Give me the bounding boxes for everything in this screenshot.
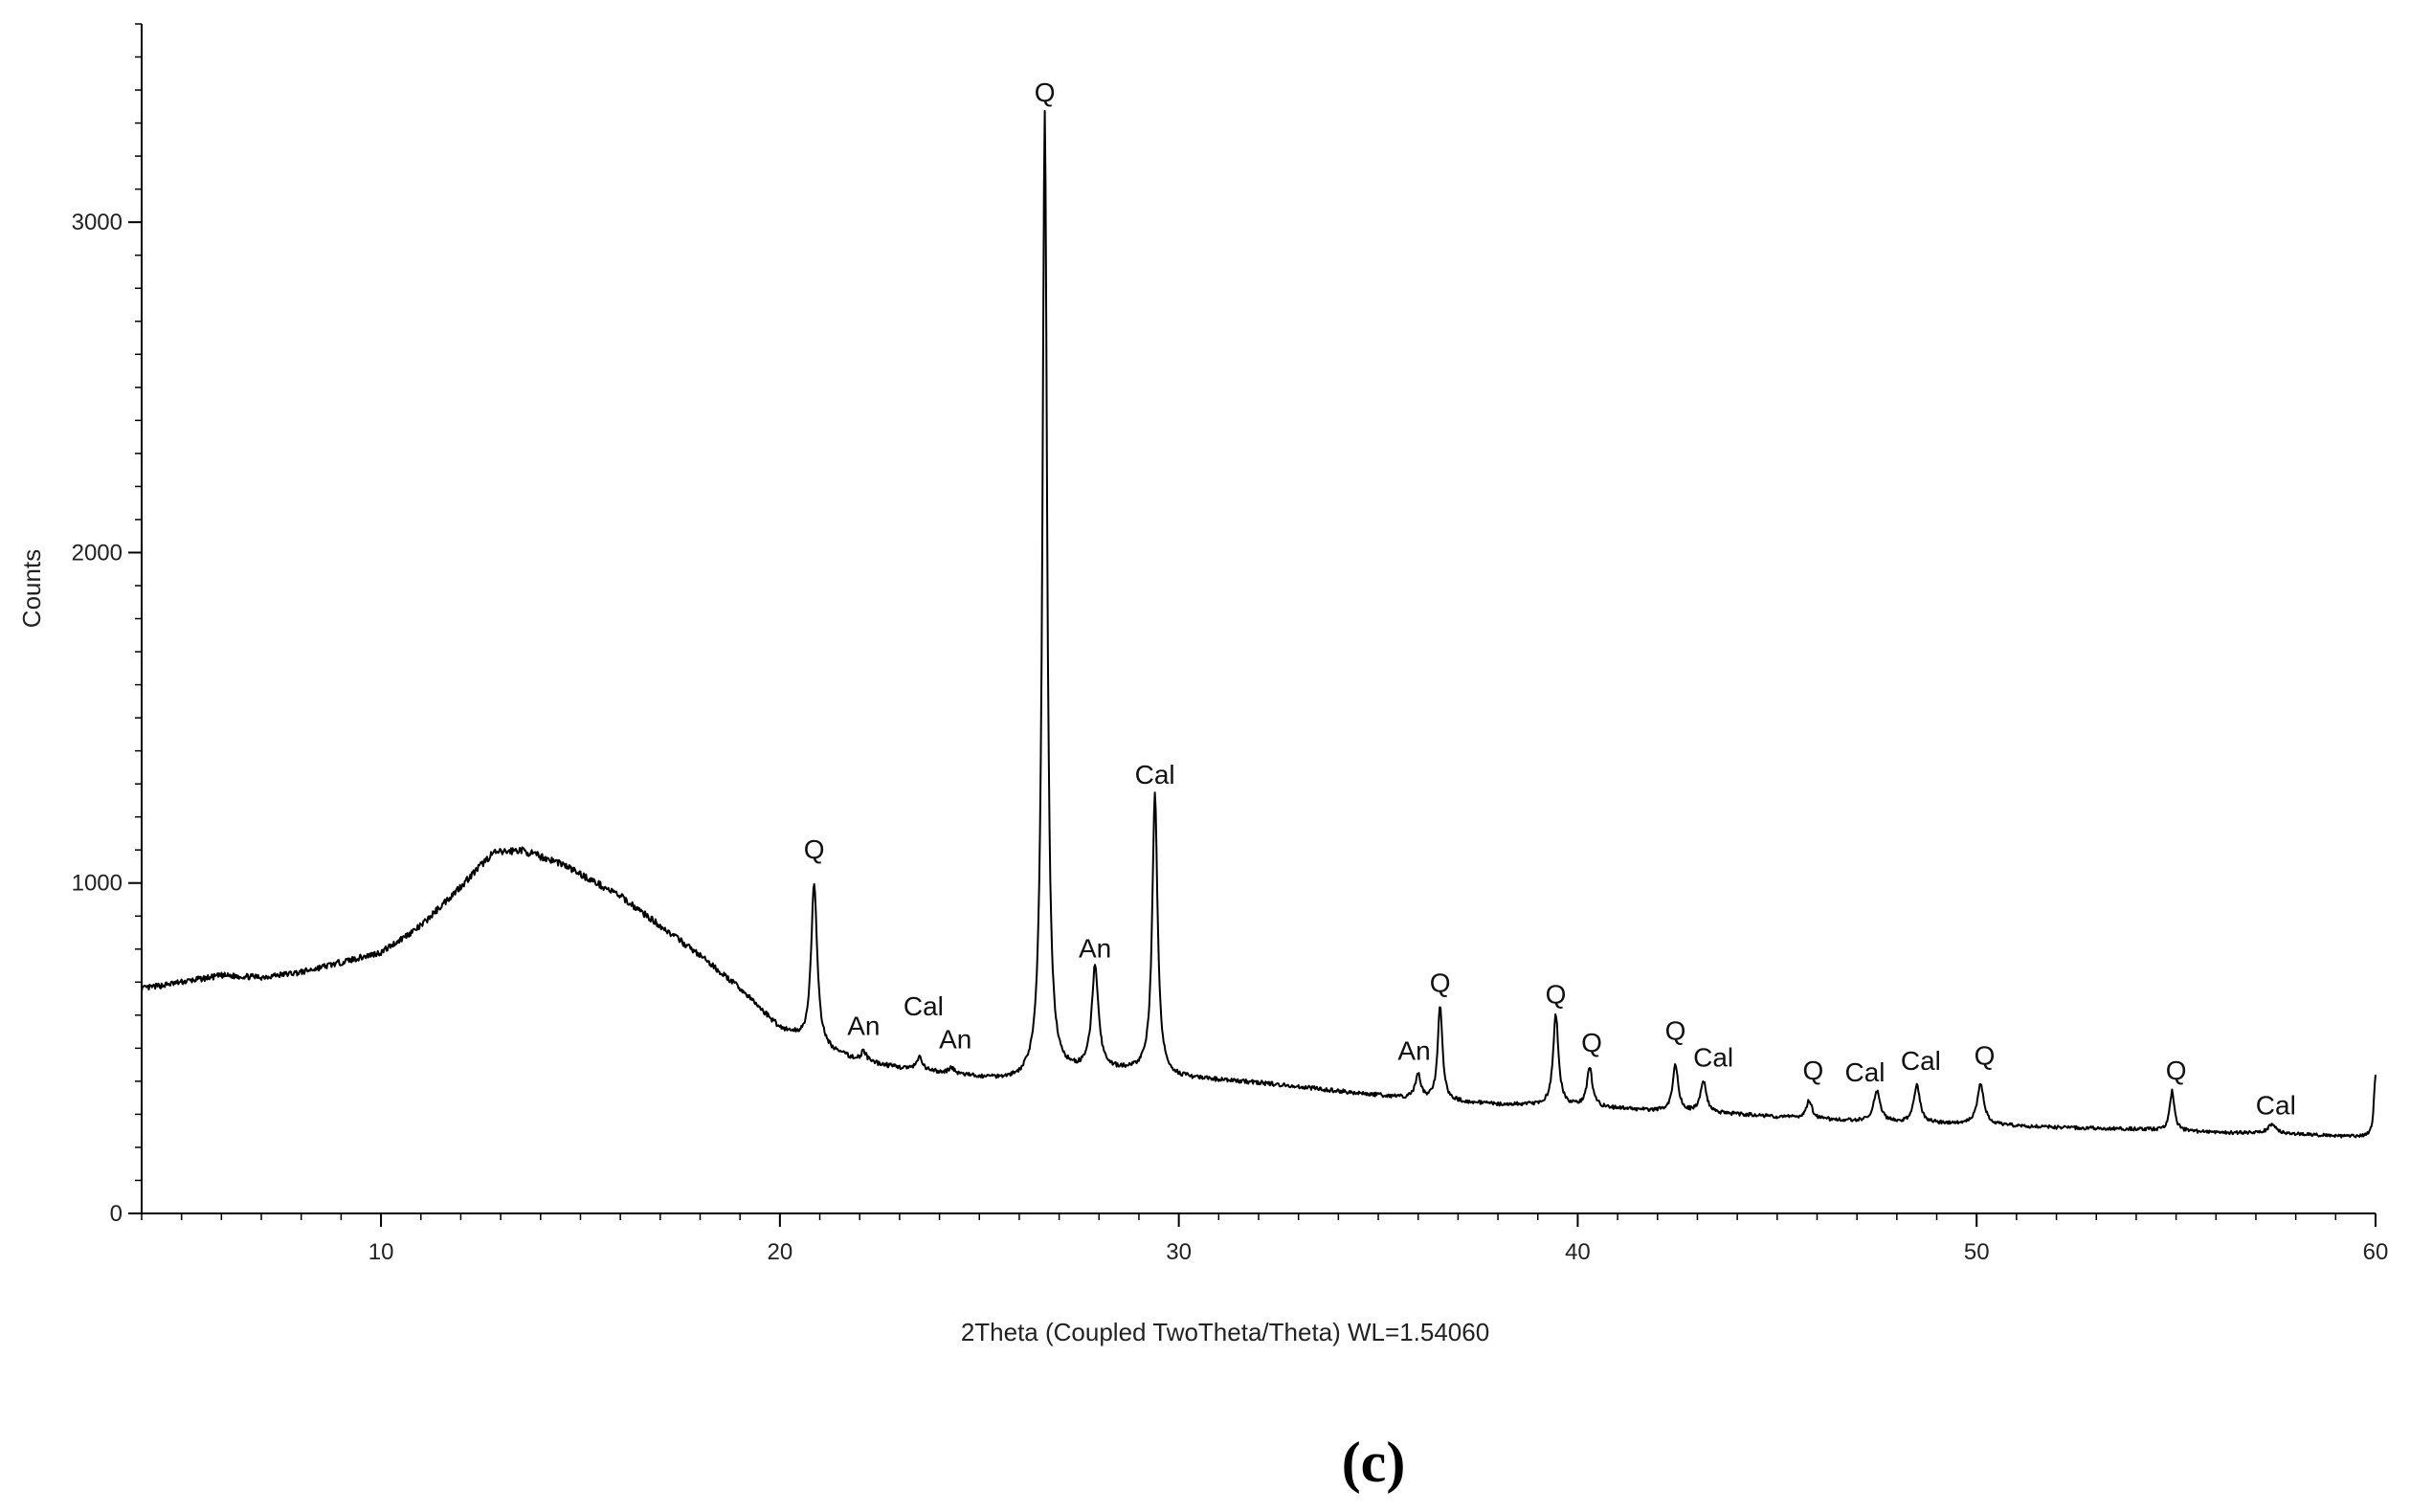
y-tick-label: 1000 — [72, 871, 123, 897]
peak-label: Q — [804, 834, 825, 864]
peak-label: Q — [1581, 1028, 1602, 1057]
peak-label: Q — [1546, 980, 1567, 1010]
peak-label: Cal — [1693, 1042, 1733, 1072]
x-tick-label: 10 — [368, 1239, 394, 1265]
y-tick-label: 0 — [110, 1201, 123, 1227]
axes — [141, 24, 2376, 1214]
x-tick-label: 60 — [2363, 1239, 2389, 1265]
x-tick-label: 30 — [1166, 1239, 1192, 1265]
x-axis-title: 2Theta (Coupled TwoTheta/Theta) WL=1.540… — [961, 1318, 1489, 1346]
x-tick-label: 20 — [768, 1239, 793, 1265]
y-axis-title: Counts — [17, 549, 46, 628]
panel-label: (c) — [1342, 1431, 1406, 1494]
peak-label: An — [1079, 933, 1111, 963]
major-ticks — [128, 221, 2377, 1227]
peak-label: Q — [2166, 1056, 2187, 1085]
peak-label: Q — [1430, 968, 1451, 998]
xrd-pattern-line — [141, 109, 2377, 1139]
x-tick-label: 50 — [1964, 1239, 1990, 1265]
y-tick-label: 2000 — [72, 540, 123, 566]
peak-label: Q — [1665, 1016, 1686, 1046]
peak-label: Cal — [1845, 1057, 1886, 1087]
peak-label: Cal — [1901, 1046, 1941, 1076]
tick-labels: 10 20 30 40 50 60 0 1000 2000 3000 — [72, 210, 2389, 1265]
peak-label: Cal — [2256, 1090, 2296, 1120]
y-tick-label: 3000 — [72, 210, 123, 235]
minor-ticks — [135, 23, 2337, 1220]
peak-label: Cal — [1135, 760, 1175, 789]
peak-label: An — [939, 1024, 971, 1054]
peak-label: An — [1397, 1035, 1430, 1065]
peak-label: Q — [1802, 1056, 1823, 1085]
x-tick-label: 40 — [1565, 1239, 1591, 1265]
peak-label: An — [847, 1012, 880, 1041]
peak-label: Q — [1035, 78, 1056, 107]
peak-label: Cal — [904, 991, 944, 1021]
peak-label: Q — [1975, 1041, 1996, 1071]
